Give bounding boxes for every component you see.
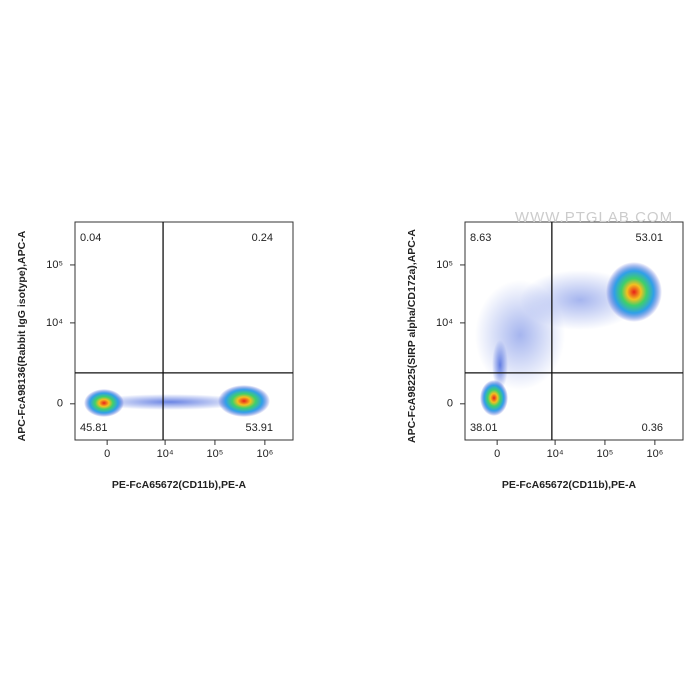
x-tick-label: 10⁴ — [157, 448, 174, 460]
quadrant-label: 53.91 — [245, 422, 273, 434]
density-cloud — [84, 262, 662, 417]
quadrant-label: 8.63 — [470, 232, 491, 244]
y-tick-label: 10⁴ — [46, 317, 63, 329]
quadrant-label: 38.01 — [470, 422, 498, 434]
x-tick-label: 10⁴ — [547, 448, 564, 460]
x-tick-label: 10⁶ — [646, 448, 663, 460]
x-tick-label: 0 — [104, 448, 110, 460]
y-tick-label: 0 — [57, 398, 63, 410]
quadrant-label: 0.04 — [80, 232, 101, 244]
y-tick-label: 10⁵ — [46, 259, 63, 271]
x-axis-label: PE-FcA65672(CD11b),PE-A — [112, 479, 247, 491]
quadrant-label: 0.24 — [252, 232, 273, 244]
x-tick-label: 10⁵ — [597, 448, 614, 460]
quadrant-label: 53.01 — [635, 232, 663, 244]
x-tick-label: 0 — [494, 448, 500, 460]
y-tick-label: 10⁴ — [436, 317, 453, 329]
plot-frame — [464, 221, 684, 441]
x-tick-label: 10⁶ — [256, 448, 273, 460]
quadrant-label: 45.81 — [80, 422, 108, 434]
y-axis-label: APC-FcA98225(SIRP alpha/CD172a),APC-A — [406, 229, 418, 443]
watermark: WWW.PTGLAB.COM — [515, 209, 673, 226]
x-tick-label: 10⁵ — [207, 448, 224, 460]
plot-frame — [74, 221, 294, 441]
quadrant-label: 0.36 — [642, 422, 663, 434]
y-tick-label: 0 — [447, 398, 453, 410]
y-axis-label: APC-FcA98136(Rabbit IgG isotype),APC-A — [16, 230, 28, 441]
x-axis-label: PE-FcA65672(CD11b),PE-A — [502, 479, 637, 491]
y-tick-label: 10⁵ — [436, 259, 453, 271]
